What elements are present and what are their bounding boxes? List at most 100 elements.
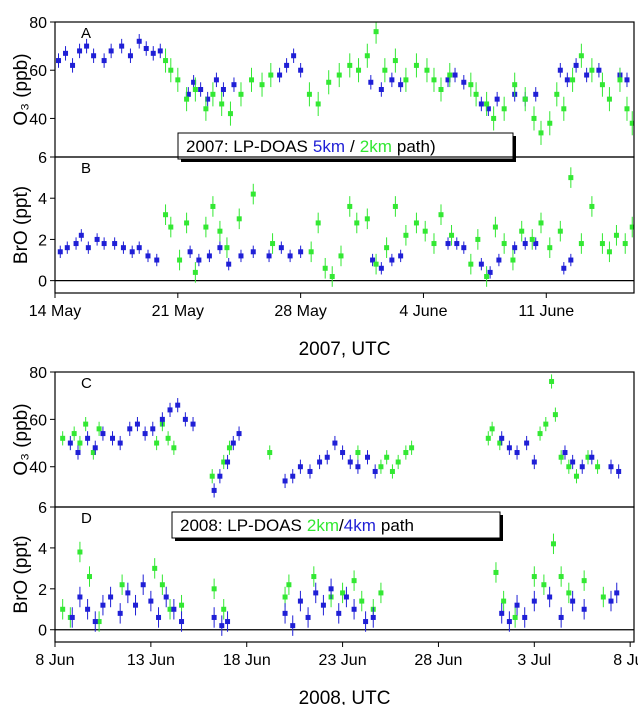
data-point	[163, 58, 169, 64]
data-point	[558, 574, 564, 580]
data-point	[101, 58, 107, 64]
data-point	[351, 578, 357, 584]
data-point	[368, 79, 374, 85]
data-point	[290, 623, 296, 629]
data-point	[547, 120, 553, 126]
data-point	[445, 241, 451, 247]
panel-label: D	[81, 510, 92, 527]
data-point	[136, 38, 142, 44]
data-point	[395, 459, 401, 465]
data-point	[424, 67, 430, 73]
data-point	[291, 53, 297, 59]
data-point	[522, 96, 528, 102]
data-point	[148, 598, 154, 604]
y-axis-label: O₃ (ppb)	[11, 53, 32, 125]
data-point	[110, 435, 116, 441]
data-point	[163, 212, 169, 218]
data-point	[475, 236, 481, 242]
data-point	[140, 582, 146, 588]
data-point	[56, 58, 62, 64]
data-point	[578, 241, 584, 247]
data-point	[259, 82, 265, 88]
data-point	[510, 257, 516, 263]
data-point	[332, 440, 338, 446]
data-point	[91, 53, 97, 59]
data-point	[90, 450, 96, 456]
data-point	[384, 245, 390, 251]
data-point	[311, 574, 317, 580]
data-point	[297, 464, 303, 470]
data-point	[57, 249, 63, 255]
data-point	[573, 62, 579, 68]
data-point	[489, 426, 495, 432]
data-point	[96, 619, 102, 625]
data-point	[438, 212, 444, 218]
data-point	[315, 220, 321, 226]
data-point	[561, 265, 567, 271]
data-point	[119, 582, 125, 588]
data-point	[127, 426, 133, 432]
data-point	[533, 241, 539, 247]
data-point	[198, 87, 204, 92]
data-point	[589, 67, 595, 73]
data-point	[570, 77, 576, 83]
data-point	[484, 101, 490, 107]
data-point	[145, 253, 151, 259]
data-point	[305, 614, 311, 620]
data-point	[326, 79, 332, 85]
x-axis-label: 2007, UTC	[299, 339, 391, 360]
data-point	[413, 220, 419, 226]
data-point	[370, 257, 376, 263]
data-point	[210, 203, 216, 209]
data-point	[120, 245, 126, 251]
data-point	[221, 606, 227, 612]
data-point	[150, 426, 156, 432]
data-point	[573, 473, 579, 479]
data-point	[171, 606, 177, 612]
data-point	[538, 220, 544, 226]
data-point	[217, 228, 223, 234]
legend-suffix: path)	[397, 137, 436, 156]
data-point	[347, 459, 353, 465]
data-point	[210, 91, 216, 97]
data-point	[585, 454, 591, 460]
legend-separator: /	[339, 516, 344, 535]
data-point	[185, 91, 191, 97]
data-point	[192, 87, 198, 92]
data-point	[568, 175, 574, 181]
data-point	[543, 421, 549, 427]
data-point	[499, 610, 505, 616]
data-point	[297, 598, 303, 604]
x-tick-label: 11 June	[518, 303, 574, 320]
data-point	[108, 48, 114, 54]
data-point	[389, 77, 395, 83]
data-point	[398, 82, 404, 88]
data-point	[389, 468, 395, 474]
data-point	[468, 261, 474, 267]
data-point	[219, 623, 225, 629]
data-point	[581, 606, 587, 612]
x-tick-label: 14 May	[29, 303, 81, 320]
data-point	[629, 224, 634, 230]
data-point	[355, 450, 361, 456]
data-point	[187, 249, 193, 255]
data-point	[290, 473, 296, 479]
data-point	[100, 431, 106, 437]
data-point	[554, 91, 560, 97]
data-point	[324, 454, 330, 460]
y-tick-label: 60	[29, 412, 47, 429]
data-point	[409, 445, 415, 451]
data-point	[378, 87, 384, 92]
data-point	[624, 106, 630, 112]
data-point	[413, 62, 419, 68]
data-point	[552, 412, 558, 418]
data-point	[308, 249, 314, 255]
data-point	[373, 29, 379, 35]
data-point	[175, 402, 181, 408]
y-tick-label: 60	[29, 63, 47, 80]
panel: 40 60 80 A O₃ (ppb) 2007: LP-DOAS 5km / 2km path)	[11, 15, 635, 162]
data-point	[492, 224, 498, 230]
data-point	[225, 619, 231, 625]
data-point	[564, 77, 570, 83]
data-point	[501, 598, 507, 604]
